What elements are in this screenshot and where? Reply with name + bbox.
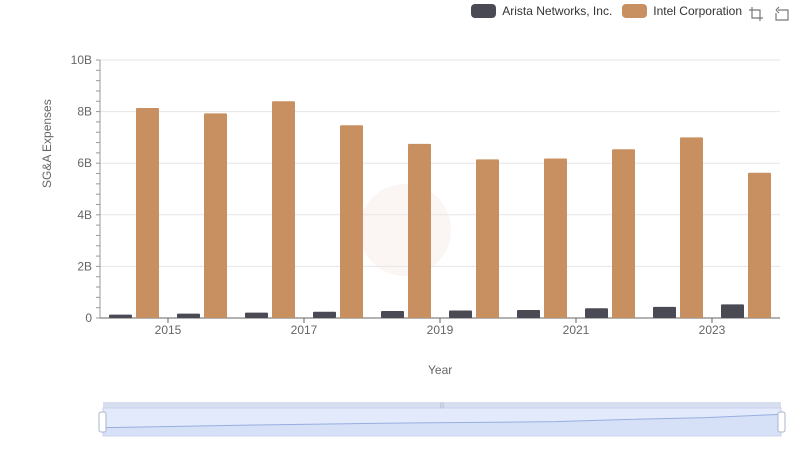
toolbox (748, 6, 790, 22)
legend-item-arista[interactable]: Arista Networks, Inc. (471, 4, 612, 18)
legend-label-intel: Intel Corporation (653, 4, 742, 18)
bar-intel (544, 158, 567, 318)
bar-intel (204, 113, 227, 318)
legend-label-arista: Arista Networks, Inc. (502, 4, 613, 18)
bar-arista (585, 308, 608, 318)
x-axis-label: Year (428, 363, 453, 377)
bar-intel (748, 172, 771, 318)
legend-swatch-intel (622, 4, 648, 18)
y-tick-label: 6B (77, 156, 92, 170)
bar-arista (177, 313, 200, 318)
bar-arista (653, 306, 676, 318)
bar-arista (449, 310, 472, 318)
bar-intel (612, 149, 635, 318)
zoom-drag-grip[interactable]: ||| (440, 403, 445, 409)
x-tick-label: 2023 (699, 323, 726, 337)
y-tick-label: 4B (77, 208, 92, 222)
y-tick-label: 0 (85, 311, 92, 325)
zoom-handle-left[interactable] (98, 411, 107, 433)
y-axis-label: SG&A Expenses (40, 99, 54, 188)
y-tick-label: 2B (77, 259, 92, 273)
bar-intel (476, 159, 499, 318)
bar-intel (340, 125, 363, 318)
zoom-handle-right[interactable] (777, 411, 786, 433)
zoom-slider-line (102, 413, 782, 429)
zoom-slider-top-bar (103, 402, 781, 408)
legend: Arista Networks, Inc. Intel Corporation (471, 4, 742, 18)
bar-intel (136, 107, 159, 318)
legend-swatch-arista (471, 4, 497, 18)
x-tick-label: 2015 (155, 323, 182, 337)
watermark-logo (359, 184, 451, 276)
zoom-reset-icon[interactable] (774, 6, 790, 22)
y-tick-label: 8B (77, 105, 92, 119)
bar-intel (680, 137, 703, 318)
bar-intel (408, 143, 431, 318)
bar-arista (313, 311, 336, 318)
y-tick-label: 10B (71, 53, 92, 67)
zoom-icon[interactable] (748, 6, 764, 22)
bar-arista (245, 312, 268, 318)
bar-arista (381, 311, 404, 318)
x-tick-label: 2017 (291, 323, 318, 337)
bar-intel (272, 101, 295, 318)
bar-arista (517, 310, 540, 318)
bar-arista (109, 314, 132, 318)
x-tick-label: 2021 (563, 323, 590, 337)
bar-arista (721, 304, 744, 318)
legend-item-intel[interactable]: Intel Corporation (622, 4, 742, 18)
x-tick-label: 2019 (427, 323, 454, 337)
zoom-slider-area (103, 414, 781, 436)
